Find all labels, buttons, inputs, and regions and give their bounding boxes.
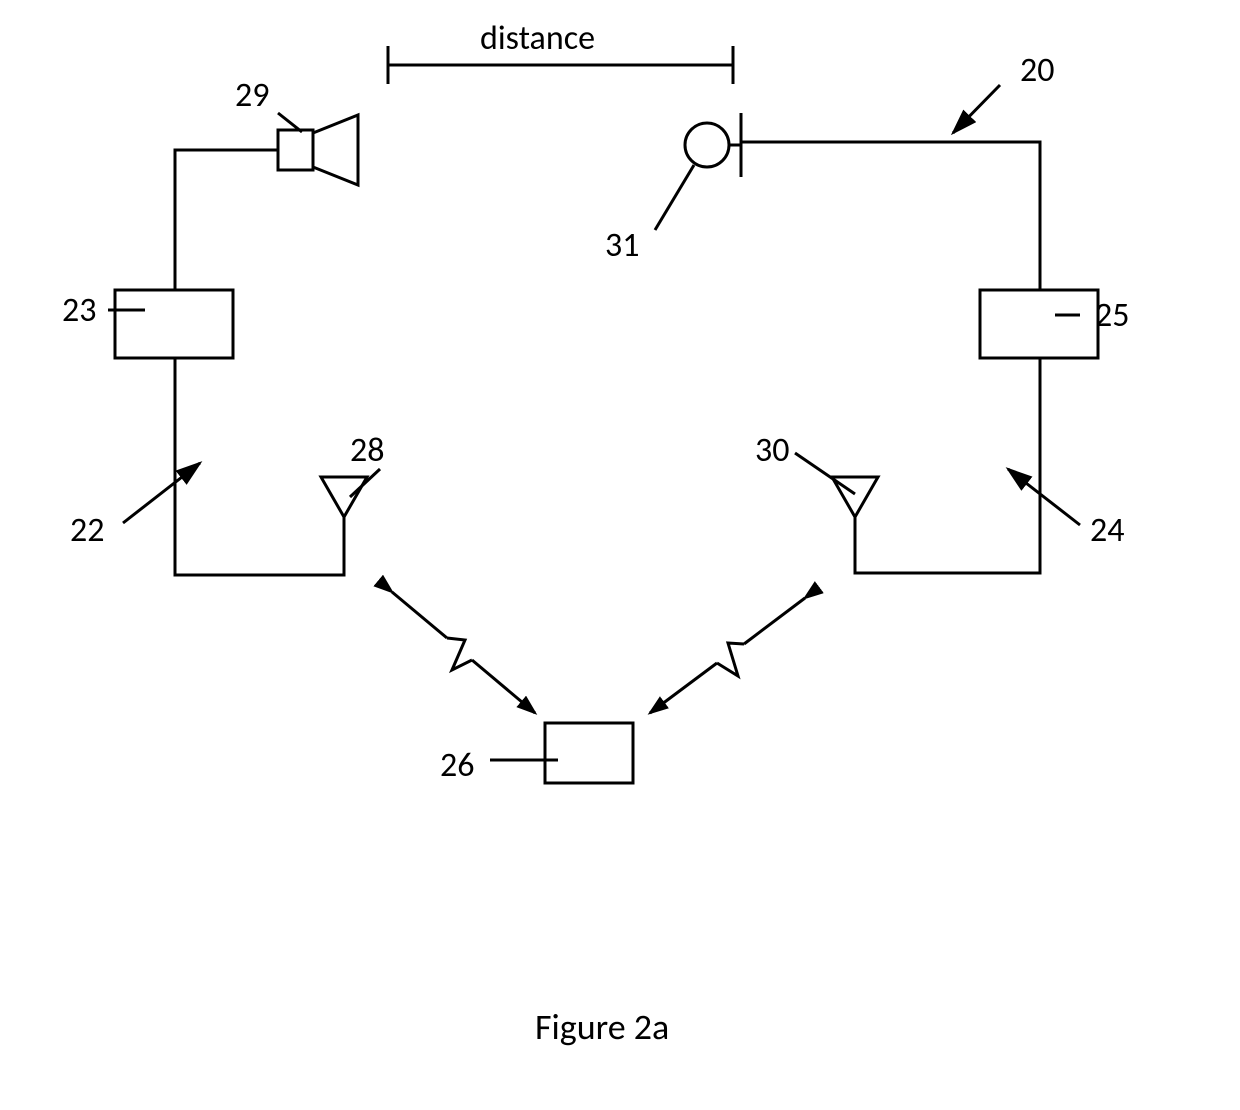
arrow-20 (953, 85, 1000, 133)
wire-right-bottom (855, 358, 1040, 573)
label-22: 22 (70, 510, 104, 551)
wire-left-top (175, 150, 277, 290)
label-23: 23 (62, 290, 96, 331)
label-29: 29 (235, 75, 269, 116)
label-31: 31 (605, 225, 639, 266)
arrow-24 (1008, 469, 1080, 525)
leader-28 (350, 469, 380, 497)
distance-label: distance (480, 18, 595, 59)
figure-caption: Figure 2a (535, 1005, 669, 1049)
leader-31 (655, 165, 694, 230)
antenna-28-icon (321, 477, 367, 567)
label-20: 20 (1020, 50, 1054, 91)
antenna-30-icon (832, 477, 878, 567)
label-24: 24 (1090, 510, 1124, 551)
wireless-link-30 (650, 598, 805, 713)
label-26: 26 (440, 745, 474, 786)
arrow-22 (123, 463, 200, 523)
box-23 (115, 290, 233, 358)
label-25: 25 (1095, 295, 1129, 336)
wireless-link-28 (392, 592, 535, 713)
box-25 (980, 290, 1098, 358)
box-26 (545, 723, 633, 783)
leader-30 (795, 453, 855, 494)
label-30: 30 (755, 430, 789, 471)
wire-right-top (741, 142, 1040, 290)
diagram-svg (0, 0, 1240, 1110)
label-28: 28 (350, 430, 384, 471)
speaker-icon (278, 115, 358, 185)
wire-left-bottom (175, 358, 344, 575)
